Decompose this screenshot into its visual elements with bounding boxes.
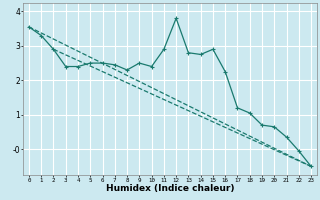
X-axis label: Humidex (Indice chaleur): Humidex (Indice chaleur) [106,184,234,193]
